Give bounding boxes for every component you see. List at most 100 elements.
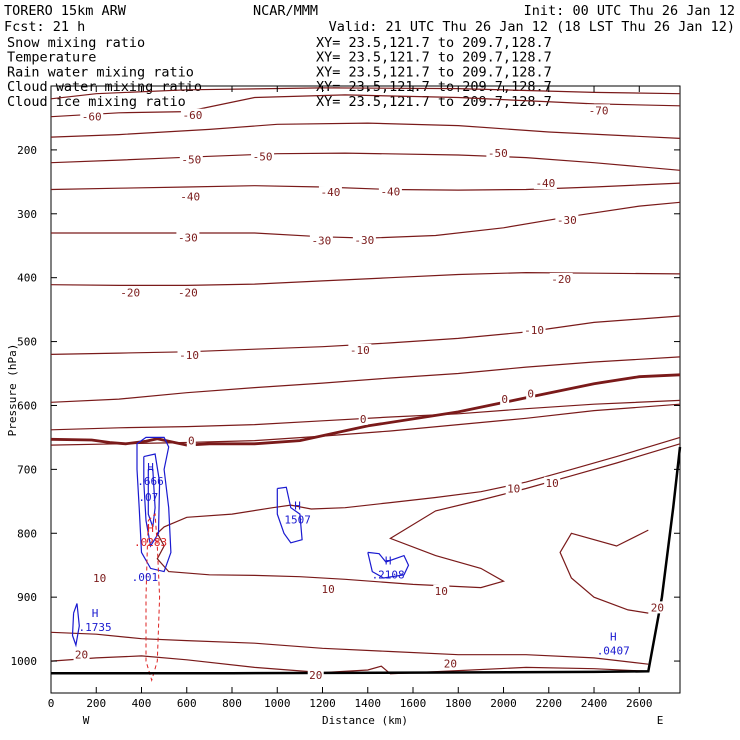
temperature-label-bg (505, 482, 522, 495)
field-name: Temperature (7, 50, 96, 66)
temperature-label-bg (378, 185, 402, 198)
maximum-marker: H (610, 630, 617, 643)
temperature-label-bg (186, 434, 196, 447)
temperature-label: 0 (527, 387, 534, 400)
temperature-label: 20 (651, 601, 664, 614)
temperature-label-bg (555, 214, 579, 227)
temperature-label: -60 (82, 111, 102, 124)
maximum-value: .001 (132, 571, 159, 584)
field-list: Snow mixing ratio XY= 23.5,121.7 to 209.7… (7, 35, 552, 110)
temperature-label-bg (178, 190, 202, 203)
isotherm (51, 201, 681, 239)
y-tick-label: 700 (17, 463, 37, 476)
temperature-label: -40 (180, 191, 200, 204)
cloud-water-contour (147, 468, 156, 528)
freezing-level-isotherm (50, 373, 681, 447)
west-end-label: W (83, 714, 90, 727)
temperature-label: -50 (253, 150, 273, 163)
x-tick-label: 200 (86, 697, 106, 710)
y-tick-label: 200 (17, 144, 37, 157)
temperature-label-bg (307, 669, 324, 682)
cloud-water-contour (367, 551, 410, 579)
temperature-label-bg (500, 393, 510, 406)
temperature-label: 0 (360, 413, 367, 426)
temperature-label-bg (486, 147, 510, 160)
maximum-marker: H (294, 499, 301, 512)
field-xy: XY= 23.5,121.7 to 209.7,128.7 (316, 35, 552, 51)
isotherm (50, 94, 681, 118)
plot-area: -60 -60 -70 -50 -50 -50 -40 -40 -40 -40 -30 -30 -30 -… (50, 85, 682, 694)
x-tick-label: 400 (132, 697, 152, 710)
temperature-label: -50 (181, 153, 201, 166)
x-tick-label: 0 (48, 697, 55, 710)
x-tick-label: 1800 (445, 697, 472, 710)
field-xy: XY= 23.5,121.7 to 209.7,128.7 (316, 94, 552, 110)
cloud-water-contours (71, 436, 410, 648)
init-time: Init: 00 UTC Thu 26 Jan 12 (524, 3, 735, 19)
rain-water-contours (145, 513, 161, 682)
temperature-label: -50 (488, 147, 508, 160)
temperature-label-bg (251, 150, 275, 163)
temperature-label-bg (179, 153, 203, 166)
temperature-label: 20 (75, 649, 88, 662)
temperature-label-bg (522, 324, 546, 337)
temperature-label-bg (549, 272, 573, 285)
temperature-label-bg (526, 387, 536, 400)
temperature-label-bg (118, 286, 142, 299)
temperature-label: -60 (182, 109, 202, 122)
maxima-labels: H.666.07H.0283.001H1507H.2108H.1735H.040… (79, 461, 630, 657)
temperature-label-bg (320, 582, 337, 595)
temperature-label-bg (91, 571, 108, 584)
temperature-label-bg (318, 186, 342, 199)
temperature-label: -20 (120, 286, 140, 299)
temperature-label: -20 (551, 273, 571, 286)
maximum-marker: H (92, 607, 99, 620)
temperature-label-bg (649, 601, 666, 614)
x-tick-label: 1200 (309, 697, 336, 710)
isotherm (50, 182, 681, 191)
center-label: NCAR/MMM (253, 3, 318, 19)
temperature-label: 0 (501, 393, 508, 406)
x-axis: 0 200 400 600 800 1000 1200 1400 1600 1800 2000 220… (48, 86, 653, 710)
y-tick-label: 900 (17, 591, 37, 604)
temperature-label: -70 (589, 104, 609, 117)
temperature-contours (50, 87, 681, 675)
cloud-water-contour (143, 453, 161, 548)
x-tick-label: 600 (177, 697, 197, 710)
terrain-outline (51, 446, 682, 675)
y-tick-label: 800 (17, 527, 37, 540)
x-tick-label: 2400 (581, 697, 608, 710)
x-tick-label: 1000 (264, 697, 291, 710)
temperature-label-bg (180, 108, 204, 121)
maximum-value: .07 (138, 491, 158, 504)
field-xy: XY= 23.5,121.7 to 209.7,128.7 (316, 79, 552, 95)
temperature-label: -30 (557, 214, 577, 227)
x-tick-label: 2600 (626, 697, 653, 710)
cloud-water-contour (136, 436, 172, 573)
valid-time: Valid: 21 UTC Thu 26 Jan 12 (18 LST Thu … (329, 19, 735, 35)
temperature-label: -40 (380, 185, 400, 198)
isotherm (50, 271, 681, 286)
maximum-value: .1735 (79, 621, 112, 634)
model-title: TORERO 15km ARW (4, 3, 127, 19)
maximum-value: .0283 (134, 536, 167, 549)
temperature-label-bg (309, 234, 333, 247)
isotherm-20 (50, 631, 649, 665)
temperature-labels: -60 -60 -70 -50 -50 -50 -40 -40 -40 -40 -30 -30 -30 -… (73, 104, 666, 682)
rain-contour (145, 513, 161, 682)
temperature-label-bg (544, 476, 561, 489)
plot-frame (50, 85, 681, 694)
temperature-label: 20 (309, 669, 322, 682)
maximum-marker: H (147, 461, 154, 474)
x-tick-label: 1400 (355, 697, 382, 710)
y-tick-label: 600 (17, 399, 37, 412)
temperature-label-bg (177, 348, 201, 361)
forecast-hour: Fcst: 21 h (4, 19, 85, 35)
x-axis-title: Distance (km) (322, 714, 408, 727)
field-name: Cloud ice mixing ratio (7, 94, 186, 110)
temperature-label: 10 (435, 585, 448, 598)
field-name: Snow mixing ratio (7, 35, 145, 51)
field-xy: XY= 23.5,121.7 to 209.7,128.7 (316, 64, 552, 80)
